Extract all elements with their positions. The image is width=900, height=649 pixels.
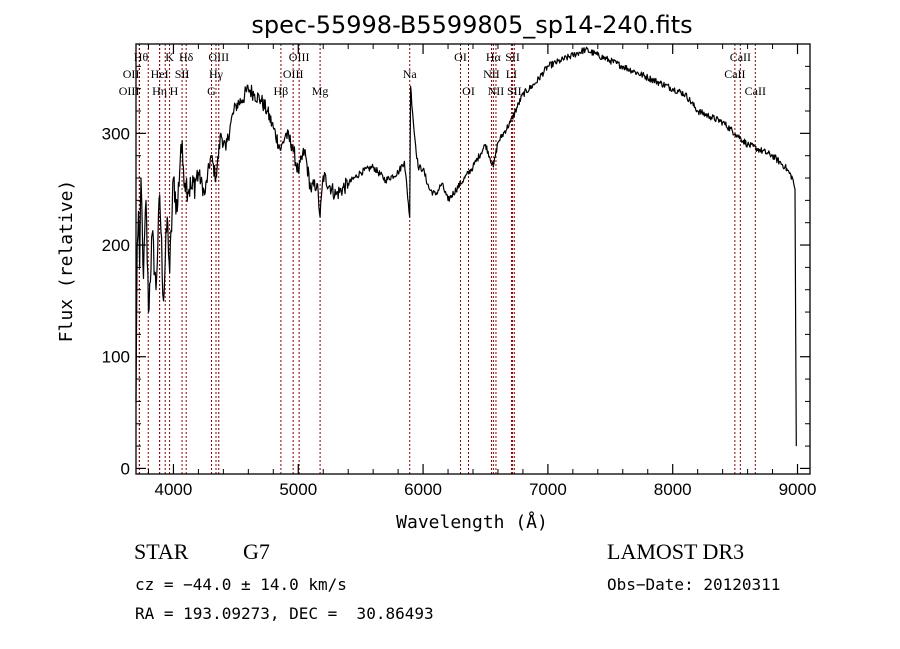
y-tick-label: 200	[102, 236, 130, 255]
sky-coordinates: RA = 193.09273, DEC = 30.86493	[135, 604, 434, 623]
line-label: OI	[454, 50, 467, 64]
line-label: OIII	[208, 50, 229, 64]
line-label: Na	[403, 67, 418, 81]
line-label: SII	[507, 84, 522, 98]
chart-title: spec-55998-B5599805_sp14-240.fits	[251, 11, 692, 39]
x-tick-label: 5000	[279, 480, 317, 499]
x-axis: 4000 5000 6000 7000 8000 9000	[147, 44, 817, 499]
survey-name: LAMOST DR3	[607, 539, 745, 564]
line-label: Hθ	[134, 50, 149, 64]
line-label: OIII	[119, 84, 140, 98]
x-tick-label: 8000	[654, 480, 692, 499]
line-label: Hδ	[179, 50, 194, 64]
line-label: K	[165, 50, 174, 64]
x-tick-label: 9000	[779, 480, 817, 499]
x-tick-label: 7000	[529, 480, 567, 499]
line-label: G	[207, 84, 216, 98]
line-label: OI	[462, 84, 475, 98]
line-label: NII	[488, 84, 505, 98]
line-label: OIII	[283, 67, 304, 81]
spectral-subclass: G7	[243, 539, 270, 564]
x-tick-label: 6000	[404, 480, 442, 499]
line-label: Hη	[152, 84, 167, 98]
line-label: CaII	[730, 50, 751, 64]
line-label: OIII	[289, 50, 310, 64]
line-labels: Hθ K Hδ OII HeI SII OIII Hη H OIII Hγ G Hβ OIII OIII Mg…	[119, 50, 766, 98]
line-label: HeI	[151, 67, 169, 81]
line-label: Hβ	[274, 84, 289, 98]
line-markers	[138, 44, 756, 474]
line-label: CaII	[745, 84, 766, 98]
redshift-velocity: cz = −44.0 ± 14.0 km/s	[135, 575, 347, 594]
y-tick-label: 300	[102, 124, 130, 143]
x-axis-label: Wavelength (Å)	[396, 511, 548, 533]
y-tick-label: 0	[121, 459, 130, 478]
line-label: LI	[506, 67, 517, 81]
line-label: OII	[123, 67, 140, 81]
object-class: STAR	[134, 539, 189, 564]
y-axis: 0 100 200 300	[102, 65, 810, 478]
line-label: CaII	[724, 67, 745, 81]
y-tick-label: 100	[102, 348, 130, 367]
x-tick-label: 4000	[155, 480, 193, 499]
spectrum-series	[135, 46, 797, 447]
line-label: Hγ	[209, 67, 224, 81]
line-label: SII	[175, 67, 190, 81]
line-label: Hα	[486, 50, 502, 64]
line-label: H	[170, 84, 179, 98]
line-label: SII	[505, 50, 520, 64]
y-axis-label: Flux (relative)	[56, 180, 77, 343]
observation-date: Obs−Date: 20120311	[607, 575, 781, 594]
line-label: NII	[483, 67, 500, 81]
line-label: Mg	[312, 84, 329, 98]
